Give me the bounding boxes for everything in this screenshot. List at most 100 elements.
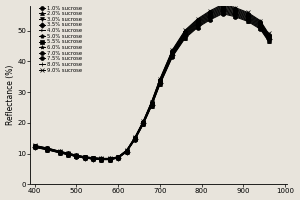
2.0% sucrose [75, 155, 78, 158]
2.0% sucrose [100, 158, 103, 161]
5.5% sucrose [142, 121, 145, 124]
7.0% sucrose [83, 156, 87, 158]
6.0% sucrose [258, 22, 262, 25]
3.5% sucrose [171, 54, 174, 56]
3.0% sucrose [91, 158, 95, 160]
3.0% sucrose [158, 82, 162, 85]
5.0% sucrose [150, 103, 153, 105]
5.5% sucrose [158, 80, 162, 83]
7.5% sucrose [108, 157, 112, 160]
6.0% sucrose [158, 80, 162, 82]
7.5% sucrose [183, 31, 187, 33]
4.0% sucrose [246, 17, 250, 19]
4.0% sucrose [133, 138, 137, 140]
6.0% sucrose [66, 153, 70, 155]
7.0% sucrose [91, 157, 95, 159]
1.0% sucrose [233, 16, 237, 18]
6.0% sucrose [171, 51, 174, 53]
1.0% sucrose [133, 139, 137, 141]
9.0% sucrose [246, 11, 250, 14]
7.5% sucrose [221, 5, 224, 7]
5.0% sucrose [83, 156, 87, 159]
2.0% sucrose [183, 36, 187, 39]
7.0% sucrose [158, 79, 162, 82]
5.5% sucrose [208, 14, 212, 16]
6.0% sucrose [267, 35, 270, 38]
Legend: 1.0% sucrose, 2.0% sucrose, 3.0% sucrose, 3.5% sucrose, 4.0% sucrose, 5.0% sucro: 1.0% sucrose, 2.0% sucrose, 3.0% sucrose… [38, 5, 82, 73]
2.0% sucrose [196, 26, 199, 28]
4.0% sucrose [100, 158, 103, 160]
3.5% sucrose [108, 158, 112, 161]
9.0% sucrose [125, 149, 128, 151]
6.0% sucrose [45, 147, 49, 150]
5.5% sucrose [233, 11, 237, 13]
9.0% sucrose [142, 120, 145, 122]
2.0% sucrose [246, 19, 250, 22]
2.0% sucrose [233, 15, 237, 17]
7.0% sucrose [258, 22, 262, 24]
3.0% sucrose [100, 158, 103, 161]
2.0% sucrose [83, 157, 87, 159]
3.0% sucrose [208, 17, 212, 19]
Line: 2.0% sucrose: 2.0% sucrose [33, 11, 271, 162]
4.0% sucrose [196, 23, 199, 26]
7.0% sucrose [100, 158, 103, 160]
8.0% sucrose [171, 49, 174, 52]
5.5% sucrose [258, 23, 262, 26]
7.5% sucrose [83, 156, 87, 158]
8.0% sucrose [208, 10, 212, 13]
7.0% sucrose [246, 14, 250, 16]
7.0% sucrose [267, 34, 270, 37]
5.0% sucrose [142, 122, 145, 124]
Line: 1.0% sucrose: 1.0% sucrose [33, 12, 271, 162]
3.0% sucrose [133, 138, 137, 140]
7.0% sucrose [75, 154, 78, 157]
5.0% sucrose [91, 157, 95, 160]
6.0% sucrose [33, 145, 37, 147]
1.0% sucrose [208, 19, 212, 21]
5.5% sucrose [183, 33, 187, 35]
4.0% sucrose [45, 148, 49, 150]
8.0% sucrose [258, 20, 262, 22]
7.5% sucrose [142, 120, 145, 123]
3.0% sucrose [45, 148, 49, 151]
4.0% sucrose [258, 25, 262, 27]
2.0% sucrose [142, 123, 145, 125]
9.0% sucrose [108, 157, 112, 160]
8.0% sucrose [233, 7, 237, 10]
3.5% sucrose [142, 122, 145, 125]
7.0% sucrose [142, 121, 145, 123]
3.5% sucrose [125, 150, 128, 153]
5.0% sucrose [108, 158, 112, 160]
8.0% sucrose [45, 147, 49, 149]
7.5% sucrose [116, 156, 120, 158]
Line: 5.5% sucrose: 5.5% sucrose [33, 7, 271, 161]
1.0% sucrose [150, 105, 153, 107]
4.0% sucrose [208, 15, 212, 18]
Line: 8.0% sucrose: 8.0% sucrose [33, 3, 271, 160]
5.0% sucrose [75, 155, 78, 157]
3.5% sucrose [58, 151, 61, 154]
8.0% sucrose [116, 156, 120, 158]
6.0% sucrose [100, 158, 103, 160]
9.0% sucrose [83, 156, 87, 158]
3.0% sucrose [33, 146, 37, 148]
3.5% sucrose [100, 158, 103, 161]
9.0% sucrose [171, 48, 174, 51]
7.5% sucrose [45, 147, 49, 150]
6.0% sucrose [108, 158, 112, 160]
3.5% sucrose [258, 26, 262, 28]
9.0% sucrose [150, 100, 153, 103]
3.5% sucrose [267, 38, 270, 40]
2.0% sucrose [33, 146, 37, 148]
Y-axis label: Reflectance (%): Reflectance (%) [6, 65, 15, 125]
3.0% sucrose [116, 157, 120, 159]
5.5% sucrose [267, 36, 270, 38]
3.5% sucrose [233, 13, 237, 15]
3.0% sucrose [75, 155, 78, 158]
5.0% sucrose [100, 158, 103, 160]
1.0% sucrose [196, 26, 199, 29]
6.0% sucrose [133, 137, 137, 139]
3.0% sucrose [267, 39, 270, 41]
Line: 9.0% sucrose: 9.0% sucrose [33, 2, 271, 160]
